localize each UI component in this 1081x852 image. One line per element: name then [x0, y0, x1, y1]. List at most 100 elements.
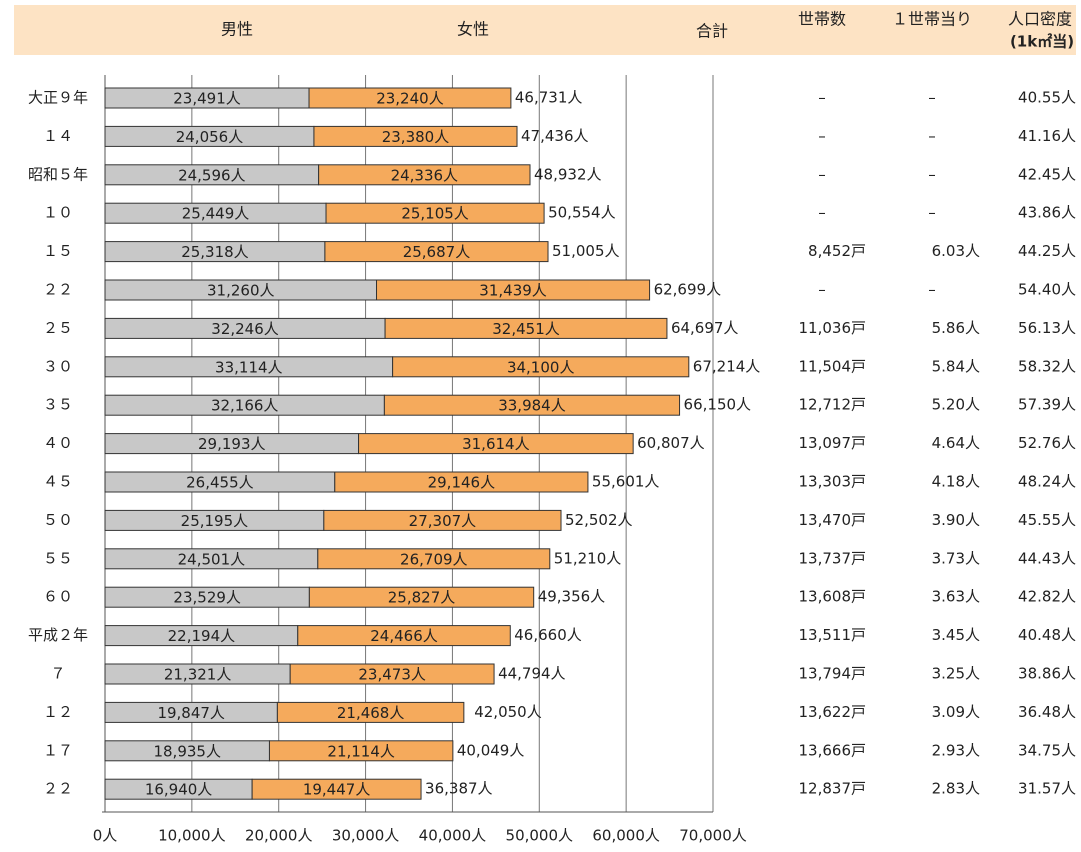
category-label: １４: [43, 127, 73, 145]
category-label: ２５: [43, 319, 73, 337]
x-tick-label: 60,000人: [592, 827, 660, 845]
bar-value-label: 27,307人: [409, 512, 477, 530]
bar-value-label: 16,940人: [145, 781, 213, 799]
table-cell: 2.83人: [932, 780, 980, 798]
table-cell: 48.24人: [1018, 473, 1076, 491]
total-label: 48,932人: [534, 165, 602, 183]
x-tick-label: 70,000人: [679, 827, 747, 845]
bar-value-label: 18,935人: [153, 742, 221, 760]
table-cell: –: [818, 281, 826, 299]
bar-value-label: 31,439人: [479, 282, 547, 300]
header-per-household: １世帯当り: [892, 10, 972, 29]
total-label: 62,699人: [654, 281, 722, 299]
category-label: 平成２年: [28, 626, 88, 644]
bar-value-label: 24,336人: [391, 166, 459, 184]
table-cell: 44.43人: [1018, 549, 1076, 567]
table-cell: 13,303戸: [799, 473, 867, 491]
table-cell: 52.76人: [1018, 434, 1076, 452]
bar-value-label: 31,614人: [462, 435, 530, 453]
bar-segment: [251, 778, 422, 800]
table-cell: 4.64人: [932, 434, 980, 452]
table-cell: 3.90人: [932, 511, 980, 529]
x-tick-label: 50,000人: [506, 827, 574, 845]
category-label: ２２: [43, 780, 73, 798]
total-label: 66,150人: [684, 396, 752, 414]
category-label: ３０: [43, 357, 73, 375]
bar-value-label: 25,105人: [401, 205, 469, 223]
bar-value-label: 33,984人: [498, 397, 566, 415]
table-cell: 54.40人: [1018, 281, 1076, 299]
total-label: 47,436人: [521, 127, 589, 145]
bar-value-label: 25,687人: [403, 243, 471, 261]
table-cell: 40.55人: [1018, 89, 1076, 107]
table-cell: 13,470戸: [799, 511, 867, 529]
table-cell: 13,622戸: [799, 703, 867, 721]
bar-value-label: 22,194人: [168, 627, 236, 645]
table-cell: 11,504戸: [799, 357, 867, 375]
table-cell: 45.55人: [1018, 511, 1076, 529]
table-cell: 36.48人: [1018, 703, 1076, 721]
bar-segment: [392, 356, 690, 378]
bar-segment: [384, 317, 668, 339]
table-cell: 3.45人: [932, 626, 980, 644]
table-cell: 13,737戸: [799, 549, 867, 567]
category-label: ４５: [43, 473, 73, 491]
category-label: ５５: [43, 549, 73, 567]
bar-segment: [308, 87, 512, 109]
bar-value-label: 23,380人: [382, 128, 450, 146]
bar-segment: [318, 164, 531, 186]
table-cell: 13,511戸: [799, 626, 867, 644]
table-cell: 13,666戸: [799, 741, 867, 759]
bar-segment: [317, 548, 551, 570]
category-label: 昭和５年: [28, 165, 88, 183]
bar-value-label: 23,529人: [173, 589, 241, 607]
bar-value-label: 24,596人: [178, 166, 246, 184]
category-label: 大正９年: [28, 89, 88, 107]
table-cell: 13,794戸: [799, 665, 867, 683]
bar-segment: [324, 241, 549, 263]
bar-value-label: 23,240人: [376, 90, 444, 108]
table-cell: 42.45人: [1018, 165, 1076, 183]
bar-segment: [383, 394, 681, 416]
bar-value-label: 26,709人: [400, 550, 468, 568]
table-cell: –: [928, 127, 936, 145]
header-density: 人口密度: [1008, 10, 1072, 29]
table-cell: 43.86人: [1018, 204, 1076, 222]
total-label: 49,356人: [538, 588, 606, 606]
bar-value-label: 21,321人: [164, 666, 232, 684]
bar-value-label: 25,827人: [388, 589, 456, 607]
bar-value-label: 25,449人: [182, 205, 250, 223]
bar-value-label: 19,847人: [157, 704, 225, 722]
header-band: [14, 5, 1076, 55]
total-label: 46,660人: [514, 626, 582, 644]
total-label: 36,387人: [425, 780, 493, 798]
table-cell: 12,712戸: [799, 396, 867, 414]
table-cell: 42.82人: [1018, 588, 1076, 606]
bar-segment: [313, 125, 518, 147]
bar-value-label: 24,056人: [176, 128, 244, 146]
bar-value-label: 31,260人: [207, 282, 275, 300]
bar-segment: [325, 202, 545, 224]
bar-value-label: 33,114人: [215, 358, 283, 376]
total-label: 42,050人: [474, 703, 541, 721]
table-cell: –: [928, 89, 936, 107]
x-tick-label: 20,000人: [245, 827, 313, 845]
total-label: 55,601人: [592, 473, 660, 491]
bar-value-label: 21,114人: [327, 742, 395, 760]
table-cell: 13,097戸: [799, 434, 867, 452]
table-cell: 5.20人: [932, 396, 980, 414]
category-label: １５: [43, 242, 73, 260]
bar-value-label: 24,501人: [178, 550, 246, 568]
bar-segment: [334, 471, 589, 493]
category-label: １７: [43, 741, 73, 759]
x-tick-label: 40,000人: [419, 827, 487, 845]
category-label: １２: [43, 703, 73, 721]
table-cell: 58.32人: [1018, 357, 1076, 375]
bar-segment: [268, 740, 454, 762]
table-cell: 44.25人: [1018, 242, 1076, 260]
bar-value-label: 24,466人: [370, 627, 438, 645]
category-label: １０: [43, 204, 73, 222]
table-cell: –: [818, 204, 826, 222]
total-label: 50,554人: [548, 204, 616, 222]
